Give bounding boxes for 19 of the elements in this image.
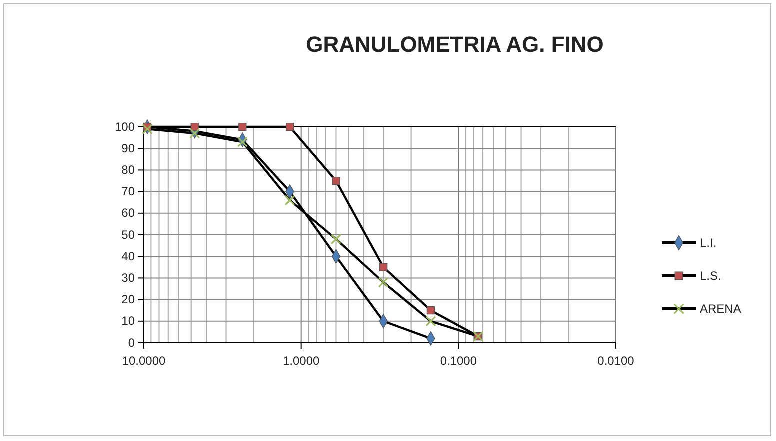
chart-title: GRANULOMETRIA AG. FINO — [306, 32, 604, 57]
x-tick-label: 1.0000 — [282, 354, 320, 368]
y-tick-label: 10 — [122, 314, 136, 328]
x-tick-label: 0.0100 — [598, 354, 635, 368]
legend-label: L.S. — [700, 269, 722, 283]
y-tick-label: 100 — [114, 120, 136, 134]
y-tick-label: 20 — [122, 292, 136, 307]
y-tick-label: 70 — [122, 184, 136, 199]
legend-label: L.I. — [700, 236, 717, 250]
y-tick-label: 40 — [122, 249, 136, 264]
x-tick-label: 10.0000 — [122, 354, 166, 368]
y-tick-label: 80 — [122, 163, 136, 178]
y-tick-label: 60 — [122, 206, 136, 220]
x-tick-label: 0.1000 — [440, 354, 478, 368]
y-tick-label: 0 — [128, 336, 136, 350]
y-tick-label: 90 — [122, 141, 136, 156]
legend-label: ARENA — [700, 302, 742, 316]
y-tick-label: 50 — [122, 228, 136, 242]
y-tick-label: 30 — [122, 271, 136, 286]
